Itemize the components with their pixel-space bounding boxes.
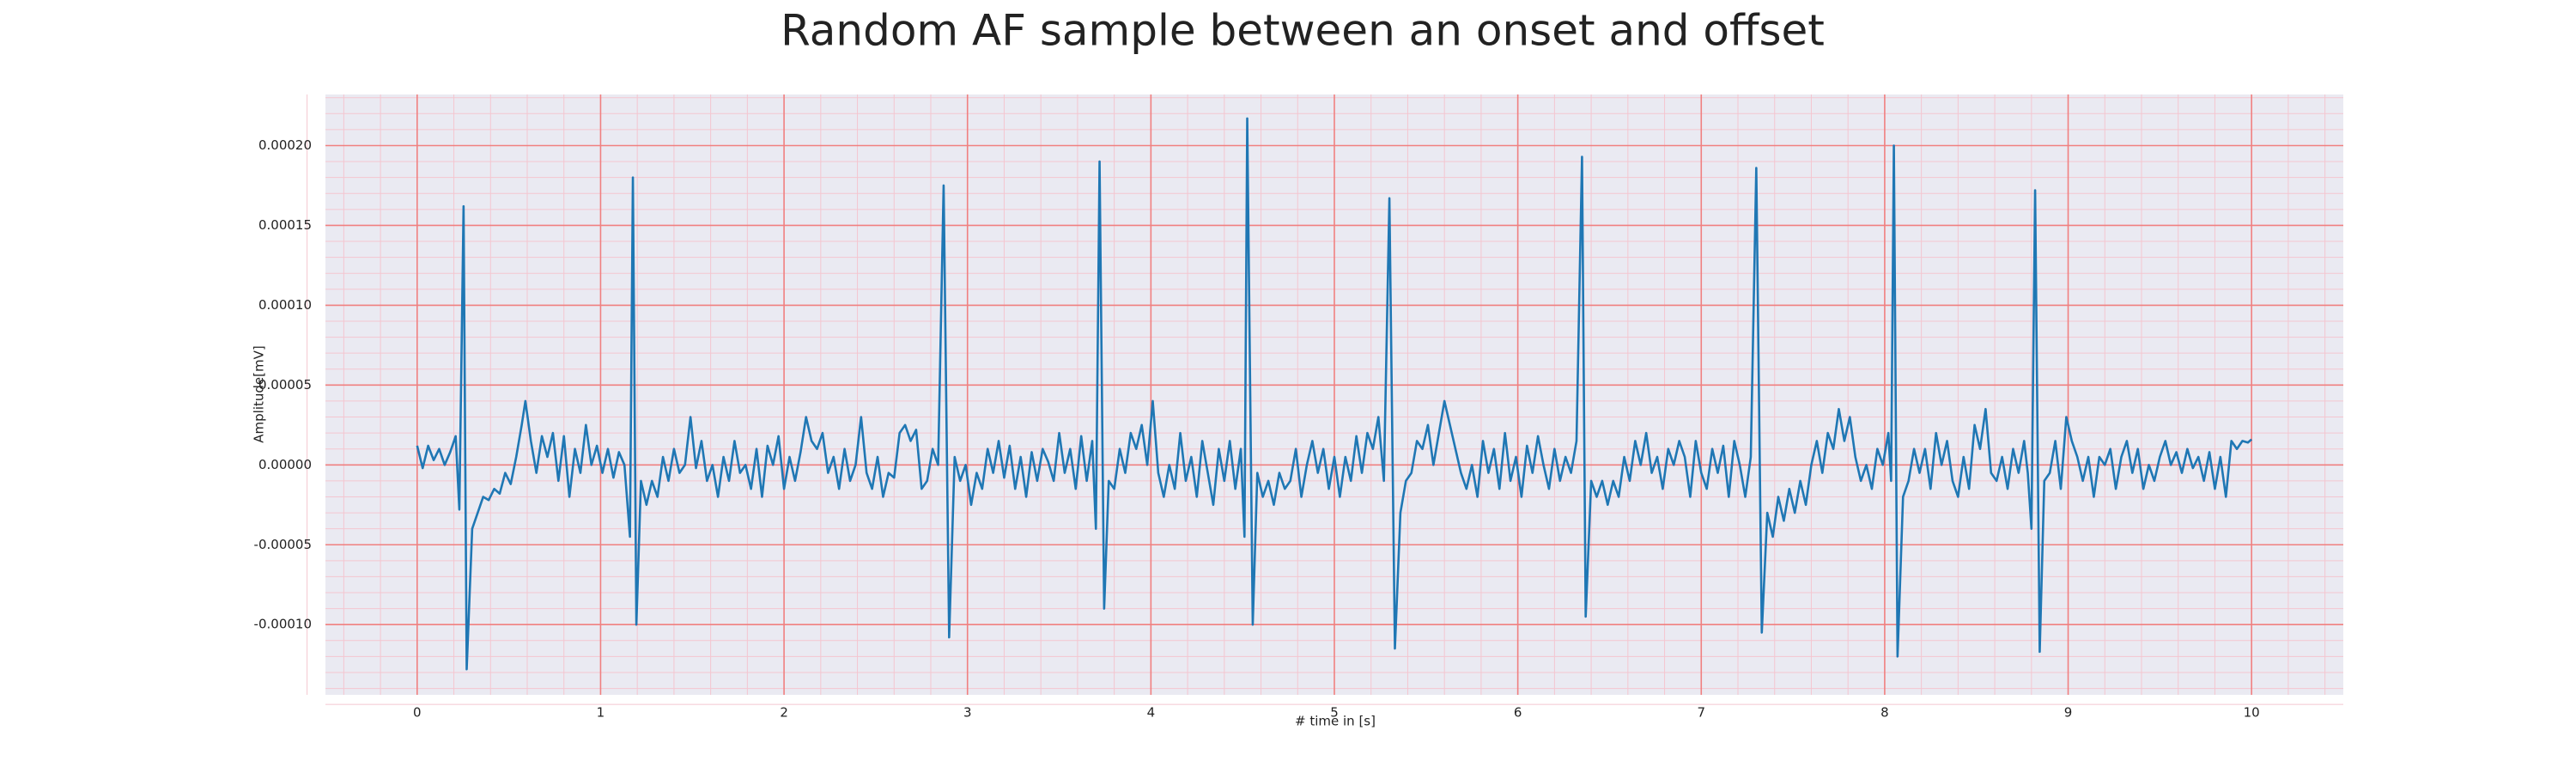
x-tick-label: 9 bbox=[2064, 705, 2073, 721]
x-tick-label: 7 bbox=[1697, 705, 1705, 721]
x-tick-label: 10 bbox=[2244, 705, 2260, 721]
x-tick-label: 5 bbox=[1330, 705, 1339, 721]
y-tick-label: 0.00005 bbox=[258, 377, 312, 393]
x-tick-label: 3 bbox=[963, 705, 972, 721]
x-tick-label: 8 bbox=[1880, 705, 1889, 721]
y-tick-label: 0.00020 bbox=[258, 137, 312, 153]
x-tick-label: 6 bbox=[1514, 705, 1522, 721]
x-tick-label: 1 bbox=[597, 705, 605, 721]
y-tick-label: -0.00010 bbox=[254, 617, 312, 632]
plot-area bbox=[307, 94, 2343, 705]
x-tick-label: 2 bbox=[780, 705, 788, 721]
x-tick-label: 4 bbox=[1147, 705, 1156, 721]
y-tick-label: 0.00015 bbox=[258, 217, 312, 233]
signal-line bbox=[416, 117, 2253, 671]
y-axis-label: Amplitude[mV] bbox=[252, 345, 267, 442]
chart-title: Random AF sample between an onset and of… bbox=[781, 6, 1825, 56]
y-tick-label: 0.00000 bbox=[258, 457, 312, 472]
y-tick-label: -0.00005 bbox=[254, 537, 312, 552]
x-tick-label: 0 bbox=[413, 705, 422, 721]
y-tick-label: 0.00010 bbox=[258, 297, 312, 313]
x-axis-label: # time in [s] bbox=[1295, 714, 1376, 729]
